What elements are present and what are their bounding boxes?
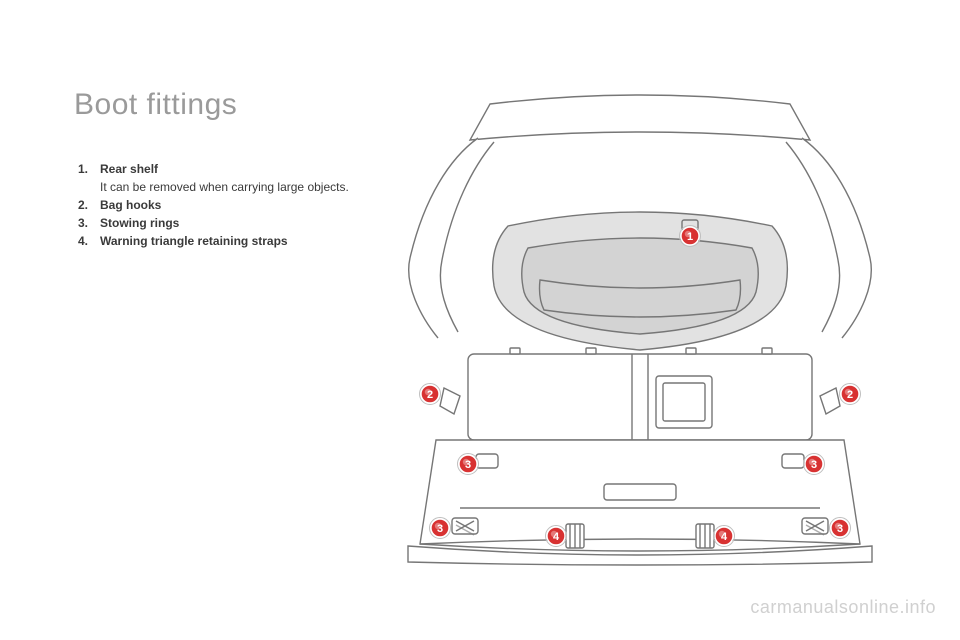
fittings-list: 1. Rear shelf It can be removed when car… xyxy=(78,160,368,250)
callout-badge: 1 xyxy=(680,226,701,247)
svg-text:3: 3 xyxy=(811,459,817,471)
callout-badge: 3 xyxy=(458,454,479,475)
svg-text:3: 3 xyxy=(837,523,843,535)
callout-badge: 3 xyxy=(804,454,825,475)
svg-text:4: 4 xyxy=(721,531,728,543)
svg-text:3: 3 xyxy=(465,459,471,471)
callout-badge: 4 xyxy=(714,526,735,547)
item-label: Rear shelf xyxy=(100,162,158,176)
callout-badge: 3 xyxy=(430,518,451,539)
list-item: 2. Bag hooks xyxy=(78,196,368,214)
callout-badge: 2 xyxy=(840,384,861,405)
item-label: Warning triangle retaining straps xyxy=(100,234,288,248)
list-item: 1. Rear shelf It can be removed when car… xyxy=(78,160,368,196)
svg-text:1: 1 xyxy=(687,231,693,243)
boot-diagram: 1 2 2 3 3 3 3 4 4 xyxy=(390,88,890,568)
item-number: 3. xyxy=(78,214,100,232)
watermark: carmanualsonline.info xyxy=(750,597,936,618)
item-desc: It can be removed when carrying large ob… xyxy=(100,180,349,194)
list-item: 4. Warning triangle retaining straps xyxy=(78,232,368,250)
item-label: Stowing rings xyxy=(100,216,179,230)
item-label: Bag hooks xyxy=(100,198,161,212)
callout-badge: 3 xyxy=(830,518,851,539)
callout-badge: 2 xyxy=(420,384,441,405)
svg-text:4: 4 xyxy=(553,531,560,543)
svg-text:2: 2 xyxy=(427,389,433,401)
boot-svg: 1 2 2 3 3 3 3 4 4 xyxy=(390,88,890,568)
callout-badge: 4 xyxy=(546,526,567,547)
page-title: Boot fittings xyxy=(74,88,237,122)
svg-text:2: 2 xyxy=(847,389,853,401)
svg-text:3: 3 xyxy=(437,523,443,535)
list-item: 3. Stowing rings xyxy=(78,214,368,232)
item-number: 4. xyxy=(78,232,100,250)
item-number: 1. xyxy=(78,160,100,196)
item-number: 2. xyxy=(78,196,100,214)
